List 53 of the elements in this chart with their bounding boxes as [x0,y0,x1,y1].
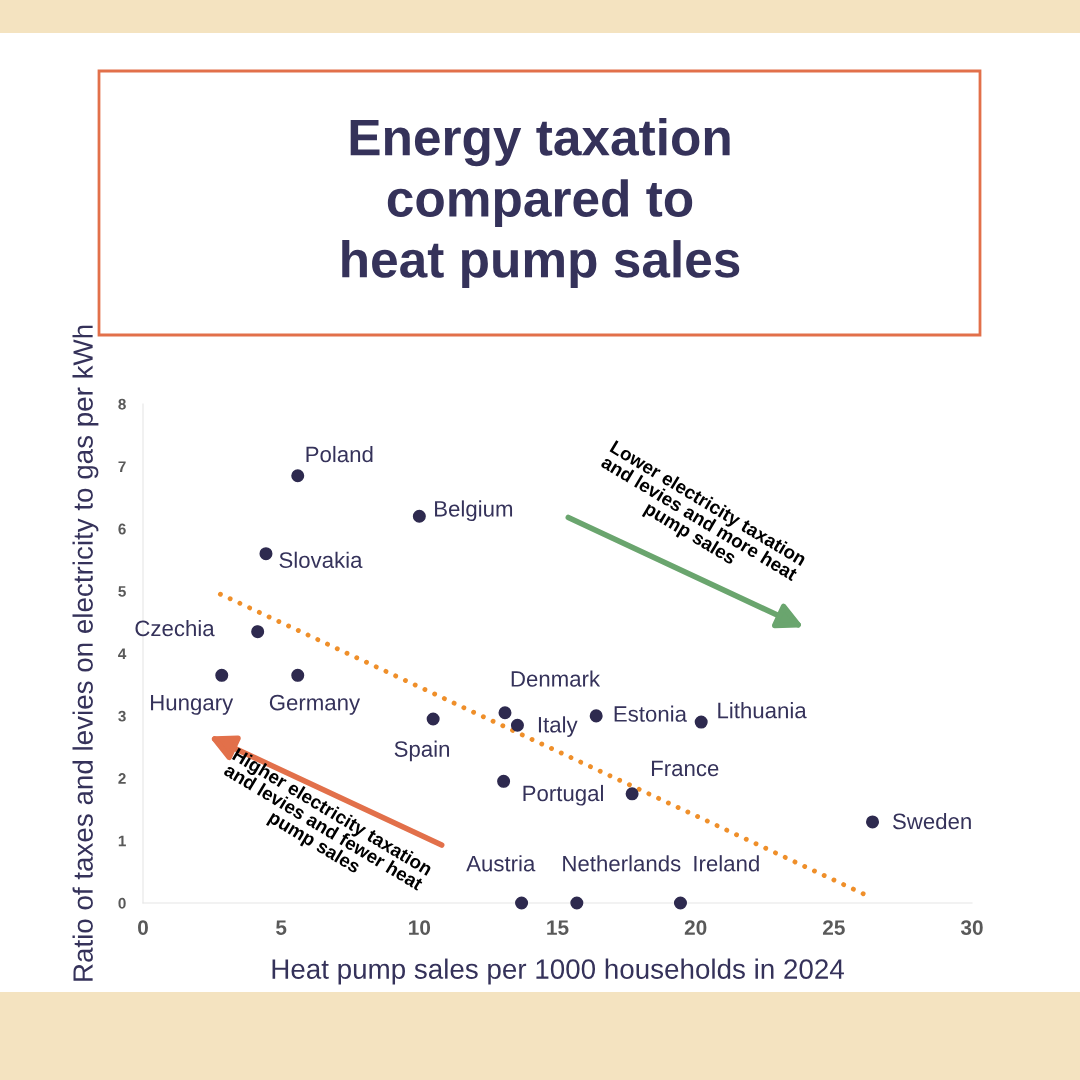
point [589,709,603,723]
x-tick-label: 20 [684,920,707,935]
annotation: Belgium [435,500,513,522]
annotation: Austria [466,855,536,872]
point [866,815,880,829]
annotation: Portugal [523,784,603,806]
y-tick-label: 1 [118,835,126,847]
x-tick-label: 30 [960,920,983,935]
y-tick-label: 6 [118,523,126,535]
x-tick-label: 5 [276,920,287,935]
point [215,668,229,682]
point [570,896,584,910]
annotation: Czechia [135,619,215,637]
y-tick-label: 7 [118,461,126,472]
point [510,718,524,732]
annotation: Netherlands [563,855,681,872]
x-axis-title: Heat pump sales per 1000 households in 2024 [272,958,844,985]
y-tick-label: 3 [118,710,126,722]
y-tick-label: 8 [118,398,126,410]
annotation: Sweden [892,812,971,830]
point [412,509,426,523]
y-tick-label: 2 [118,773,126,784]
annotation: Estonia [614,705,687,722]
x-tick-label: 15 [547,920,569,935]
annotation: Poland [306,445,373,463]
annotation: Italy [538,716,578,737]
point [251,625,265,639]
point [291,469,305,483]
y-axis-title: Ratio of taxes and levies on electricity to gas per kWh [72,325,99,981]
annotation: France [651,760,719,777]
y-tick-label: 0 [118,897,126,909]
x-tick-label: 0 [138,920,148,935]
chart-title: Energy taxation compared to heat pump sales [342,118,740,288]
point [673,896,687,910]
annotation: Ireland [694,855,759,872]
annotation: Slovakia [279,551,363,568]
annotation: Denmark [511,670,601,687]
point [259,547,273,561]
y-tick-label: 4 [118,648,127,660]
annotation: Spain [394,740,450,762]
point [426,712,440,726]
annotation: Hungary [151,694,234,715]
x-tick-label: 25 [822,920,845,935]
annotation: Lithuania [718,702,807,719]
x-tick-label: 10 [409,920,431,935]
point [694,715,708,729]
point [497,774,511,788]
annotation: Germany [269,694,361,715]
point [498,706,512,720]
point [291,668,305,682]
point [515,896,529,910]
y-tick-label: 5 [118,586,126,597]
point [625,787,639,801]
